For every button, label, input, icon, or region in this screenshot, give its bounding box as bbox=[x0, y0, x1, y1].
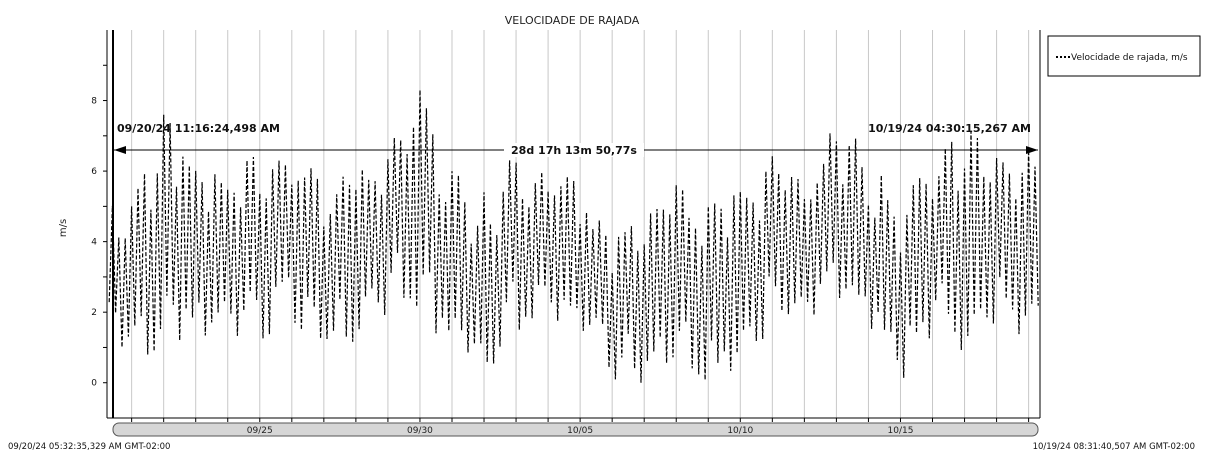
series-gust-speed bbox=[108, 89, 1039, 383]
y-tick-label: 6 bbox=[91, 167, 97, 177]
duration-arrow-left-head bbox=[114, 146, 126, 154]
y-tick-label: 0 bbox=[91, 379, 97, 389]
x-tick-label: 10/05 bbox=[567, 426, 593, 436]
duration-label-bg bbox=[504, 143, 644, 157]
x-axis-tick-labels: 09/25 09/30 10/05 10/10 10/15 bbox=[247, 426, 914, 436]
y-tick-label: 4 bbox=[91, 238, 97, 248]
duration-arrow-right-head bbox=[1026, 146, 1038, 154]
y-tick-label: 8 bbox=[91, 97, 97, 107]
duration-label: 28d 17h 13m 50,77s bbox=[511, 144, 637, 157]
end-time-label: 10/19/24 04:30:15,267 AM bbox=[868, 122, 1031, 135]
y-axis-label: m/s bbox=[58, 219, 69, 237]
y-tick-label: 2 bbox=[91, 308, 97, 318]
legend-box bbox=[1047, 35, 1201, 77]
legend: Velocidade de rajada, m/s bbox=[1047, 35, 1201, 77]
time-scrollbar-track[interactable] bbox=[112, 422, 1039, 437]
time-scrollbar[interactable]: 09/25 09/30 10/05 10/10 10/15 bbox=[112, 422, 1039, 437]
y-axis-ticks: 0 2 4 6 8 bbox=[91, 64, 107, 389]
start-time-label: 09/20/24 11:16:24,498 AM bbox=[117, 122, 280, 135]
measurement-annotation: 09/20/24 11:16:24,498 AM 10/19/24 04:30:… bbox=[114, 122, 1038, 157]
x-tick-label: 10/15 bbox=[888, 426, 914, 436]
range-end-timestamp: 10/19/24 08:31:40,507 AM GMT-02:00 bbox=[1033, 442, 1195, 451]
x-tick-label: 10/10 bbox=[727, 426, 753, 436]
x-tick-label: 09/25 bbox=[247, 426, 273, 436]
chart-title: VELOCIDADE DE RAJADA bbox=[505, 14, 640, 27]
x-tick-label: 09/30 bbox=[407, 426, 433, 436]
legend-entry: Velocidade de rajada, m/s bbox=[1071, 53, 1188, 63]
series-line bbox=[108, 89, 1039, 383]
range-start-timestamp: 09/20/24 05:32:35,329 AM GMT-02:00 bbox=[8, 442, 170, 451]
